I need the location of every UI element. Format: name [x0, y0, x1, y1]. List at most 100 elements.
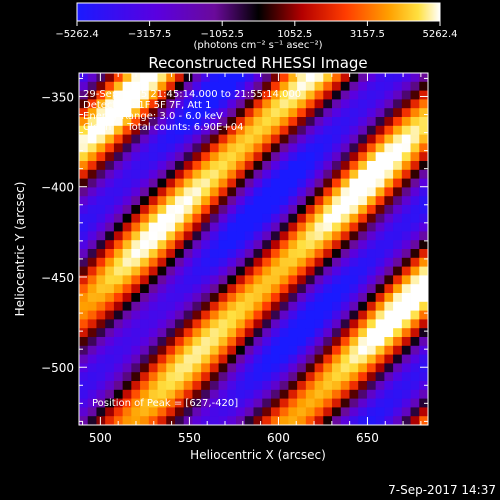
heatmap-cell	[288, 134, 298, 144]
heatmap-cell	[192, 134, 202, 144]
heatmap-cell	[236, 81, 246, 91]
heatmap-cell	[87, 169, 97, 179]
heatmap-cell	[253, 187, 263, 197]
heatmap-cell	[79, 407, 89, 417]
heatmap-cell	[366, 240, 377, 250]
heatmap-cell	[279, 143, 289, 153]
heatmap-cell	[192, 257, 202, 267]
heatmap-cell	[270, 275, 281, 285]
heatmap-cell	[105, 90, 115, 100]
heatmap-cell	[236, 73, 246, 83]
heatmap-cell	[192, 205, 202, 215]
heatmap-cell	[227, 319, 237, 329]
heatmap-cell	[105, 389, 115, 399]
heatmap-cell	[375, 187, 385, 197]
heatmap-cell	[349, 372, 359, 382]
heatmap-cell	[122, 345, 132, 355]
heatmap-cell	[401, 310, 411, 320]
heatmap-cell	[253, 398, 263, 408]
heatmap-cell	[148, 99, 158, 109]
heatmap-cell	[244, 196, 254, 206]
heatmap-cell	[340, 213, 350, 223]
heatmap-cell	[384, 363, 394, 373]
heatmap-cell	[366, 187, 377, 197]
heatmap-cell	[393, 231, 403, 241]
heatmap-cell	[332, 381, 342, 391]
heatmap-cell	[349, 363, 359, 373]
heatmap-cell	[236, 134, 246, 144]
heatmap-cell	[262, 73, 272, 83]
heatmap-cell	[174, 284, 185, 294]
heatmap-cell	[96, 249, 106, 259]
heatmap-cell	[270, 222, 281, 232]
heatmap-cell	[236, 416, 246, 426]
heatmap-cell	[401, 117, 411, 127]
heatmap-cell	[87, 205, 97, 215]
heatmap-cell	[157, 152, 167, 162]
heatmap-cell	[297, 354, 307, 364]
heatmap-cell	[288, 99, 298, 109]
heatmap-cell	[366, 222, 377, 232]
heatmap-cell	[410, 310, 420, 320]
heatmap-cell	[105, 99, 115, 109]
heatmap-cell	[166, 345, 176, 355]
heatmap-cell	[105, 143, 115, 153]
heatmap-cell	[358, 389, 368, 399]
heatmap-cell	[279, 90, 289, 100]
heatmap-cell	[340, 337, 350, 347]
heatmap-cell	[174, 205, 185, 215]
heatmap-cell	[192, 372, 202, 382]
heatmap-cell	[105, 169, 115, 179]
heatmap-cell	[419, 249, 429, 259]
heatmap-cell	[174, 345, 185, 355]
heatmap-cell	[366, 372, 377, 382]
heatmap-cell	[183, 372, 193, 382]
heatmap-cell	[174, 381, 185, 391]
heatmap-cell	[288, 205, 298, 215]
heatmap-cell	[419, 205, 429, 215]
heatmap-cell	[236, 257, 246, 267]
heatmap-cell	[279, 363, 289, 373]
heatmap-cell	[384, 407, 394, 417]
footer-timestamp: 7-Sep-2017 14:37	[388, 483, 496, 497]
heatmap-cell	[96, 240, 106, 250]
heatmap-cell	[262, 249, 272, 259]
heatmap-cell	[297, 81, 307, 91]
heatmap-cell	[323, 231, 333, 241]
heatmap-cell	[218, 205, 228, 215]
heatmap-cell	[253, 90, 263, 100]
heatmap-cell	[288, 73, 298, 83]
heatmap-cell	[297, 134, 307, 144]
heatmap-cell	[401, 389, 411, 399]
colorbar-ticks: −5262.4 −3157.5 −1052.5 1052.5 3157.5 5262.4	[55, 21, 458, 40]
heatmap-cell	[96, 293, 106, 303]
heatmap-cell	[122, 231, 132, 241]
heatmap-cell	[227, 205, 237, 215]
heatmap-cell	[113, 345, 124, 355]
heatmap-cell	[218, 240, 228, 250]
heatmap-cell	[244, 345, 254, 355]
heatmap-cell	[122, 99, 132, 109]
heatmap-cell	[79, 354, 89, 364]
heatmap-cell	[227, 90, 237, 100]
heatmap-cell	[253, 196, 263, 206]
heatmap-cell	[131, 301, 141, 311]
heatmap-cell	[262, 398, 272, 408]
heatmap-cell	[305, 372, 315, 382]
heatmap-cell	[314, 381, 324, 391]
colorbar-tick-label: 5262.4	[423, 29, 458, 40]
heatmap-cell	[410, 345, 420, 355]
heatmap-cell	[366, 125, 377, 135]
heatmap-cell	[174, 416, 185, 426]
heatmap-cell	[279, 222, 289, 232]
heatmap-cell	[148, 125, 158, 135]
heatmap-cell	[244, 187, 254, 197]
heatmap-cell	[96, 196, 106, 206]
heatmap-cell	[305, 134, 315, 144]
heatmap-cell	[375, 372, 385, 382]
heatmap-cell	[192, 301, 202, 311]
heatmap-cell	[419, 293, 429, 303]
heatmap-cell	[166, 117, 176, 127]
heatmap-cell	[157, 249, 167, 259]
heatmap-cell	[192, 81, 202, 91]
